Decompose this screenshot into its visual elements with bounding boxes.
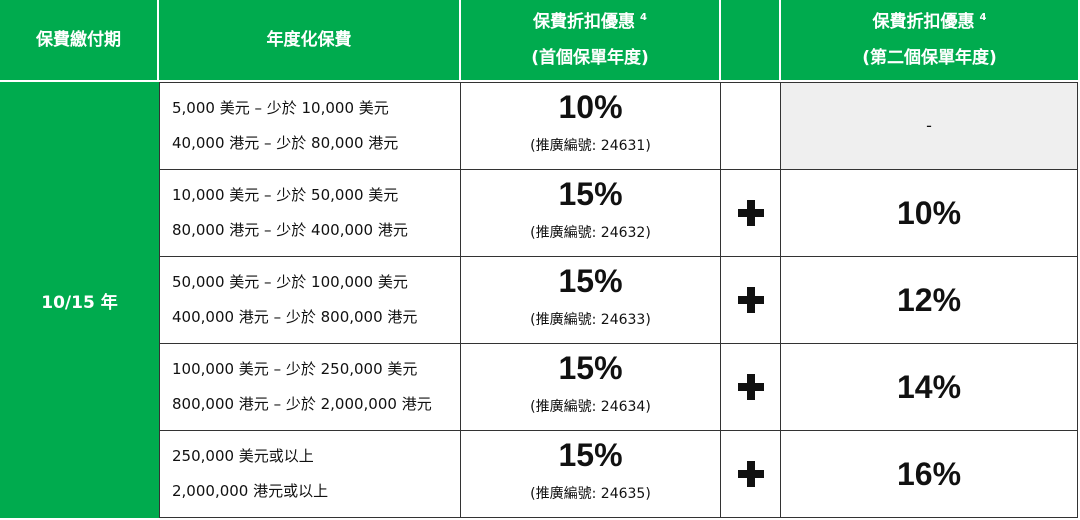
second-year-discount-value: 16%: [896, 456, 962, 492]
plus-icon: [737, 200, 764, 226]
header-plus-column: [721, 0, 779, 80]
plus-cell: [721, 170, 781, 257]
footnote-marker: 4: [979, 12, 987, 23]
first-year-discount-cell: 15% (推廣編號: 24632): [461, 170, 721, 257]
first-year-discount-value: 15%: [558, 263, 623, 299]
header-discount-year2: 保費折扣優惠 4 (第二個保單年度): [781, 0, 1078, 80]
term-value: 10/15 年: [41, 292, 118, 313]
first-year-discount-value: 15%: [558, 437, 623, 473]
second-year-discount-value: 12%: [896, 282, 962, 318]
plus-cell: [721, 83, 781, 170]
header-discount-year1-title: 保費折扣優惠 4: [533, 4, 647, 40]
promo-code: (推廣編號: 24635): [530, 486, 651, 502]
second-year-discount-value: 14%: [896, 369, 962, 405]
annualized-premium-cell: 100,000 美元 – 少於 250,000 美元 800,000 港元 – …: [160, 344, 461, 431]
first-year-discount-cell: 10% (推廣編號: 24631): [461, 83, 721, 170]
usd-range: 5,000 美元 – 少於 10,000 美元: [172, 99, 389, 117]
first-year-discount-value: 10%: [558, 89, 623, 125]
promo-code: (推廣編號: 24634): [530, 399, 651, 415]
annualized-premium-cell: 50,000 美元 – 少於 100,000 美元 400,000 港元 – 少…: [160, 257, 461, 344]
hkd-range: 80,000 港元 – 少於 400,000 港元: [172, 221, 408, 239]
annualized-premium-cell: 250,000 美元或以上 2,000,000 港元或以上: [160, 431, 461, 518]
usd-range: 50,000 美元 – 少於 100,000 美元: [172, 273, 408, 291]
plus-icon: [737, 461, 764, 487]
first-year-discount-value: 15%: [558, 350, 623, 386]
header-discount-year1: 保費折扣優惠 4 (首個保單年度): [461, 0, 719, 80]
plus-cell: [721, 257, 781, 344]
annualized-premium-cell: 10,000 美元 – 少於 50,000 美元 80,000 港元 – 少於 …: [160, 170, 461, 257]
second-year-discount-cell: 12%: [781, 257, 1078, 344]
second-year-discount-cell: 14%: [781, 344, 1078, 431]
plus-icon: [737, 287, 764, 313]
usd-range: 10,000 美元 – 少於 50,000 美元: [172, 186, 399, 204]
second-year-discount-value: -: [926, 116, 932, 135]
discount-table: 5,000 美元 – 少於 10,000 美元 40,000 港元 – 少於 8…: [159, 82, 1078, 518]
header-discount-year2-title: 保費折扣優惠 4: [873, 4, 987, 40]
header-discount-year1-subtitle: (首個保單年度): [531, 48, 649, 68]
term-cell: 10/15 年: [0, 82, 159, 518]
promo-code: (推廣編號: 24631): [530, 138, 651, 154]
second-year-discount-cell: 10%: [781, 170, 1078, 257]
first-year-discount-cell: 15% (推廣編號: 24633): [461, 257, 721, 344]
header-annualized-premium: 年度化保費: [159, 0, 459, 80]
first-year-discount-value: 15%: [558, 176, 623, 212]
plus-icon: [737, 374, 764, 400]
header-term: 保費繳付期: [0, 0, 157, 80]
first-year-discount-cell: 15% (推廣編號: 24634): [461, 344, 721, 431]
plus-cell: [721, 431, 781, 518]
header-discount-year1-title-text: 保費折扣優惠: [533, 12, 636, 32]
usd-range: 100,000 美元 – 少於 250,000 美元: [172, 360, 418, 378]
hkd-range: 2,000,000 港元或以上: [172, 482, 329, 500]
second-year-discount-cell: -: [781, 83, 1078, 170]
header-discount-year2-subtitle: (第二個保單年度): [862, 48, 997, 68]
usd-range: 250,000 美元或以上: [172, 447, 314, 465]
hkd-range: 800,000 港元 – 少於 2,000,000 港元: [172, 395, 432, 413]
promo-code: (推廣編號: 24633): [530, 312, 651, 328]
first-year-discount-cell: 15% (推廣編號: 24635): [461, 431, 721, 518]
second-year-discount-value: 10%: [896, 195, 962, 231]
hkd-range: 40,000 港元 – 少於 80,000 港元: [172, 134, 399, 152]
annualized-premium-cell: 5,000 美元 – 少於 10,000 美元 40,000 港元 – 少於 8…: [160, 83, 461, 170]
header-term-label: 保費繳付期: [36, 30, 121, 50]
promo-code: (推廣編號: 24632): [530, 225, 651, 241]
plus-cell: [721, 344, 781, 431]
header-discount-year2-title-text: 保費折扣優惠: [872, 12, 975, 32]
hkd-range: 400,000 港元 – 少於 800,000 港元: [172, 308, 418, 326]
footnote-marker: 4: [640, 12, 647, 23]
second-year-discount-cell: 16%: [781, 431, 1078, 518]
header-annualized-premium-label: 年度化保費: [266, 30, 352, 50]
